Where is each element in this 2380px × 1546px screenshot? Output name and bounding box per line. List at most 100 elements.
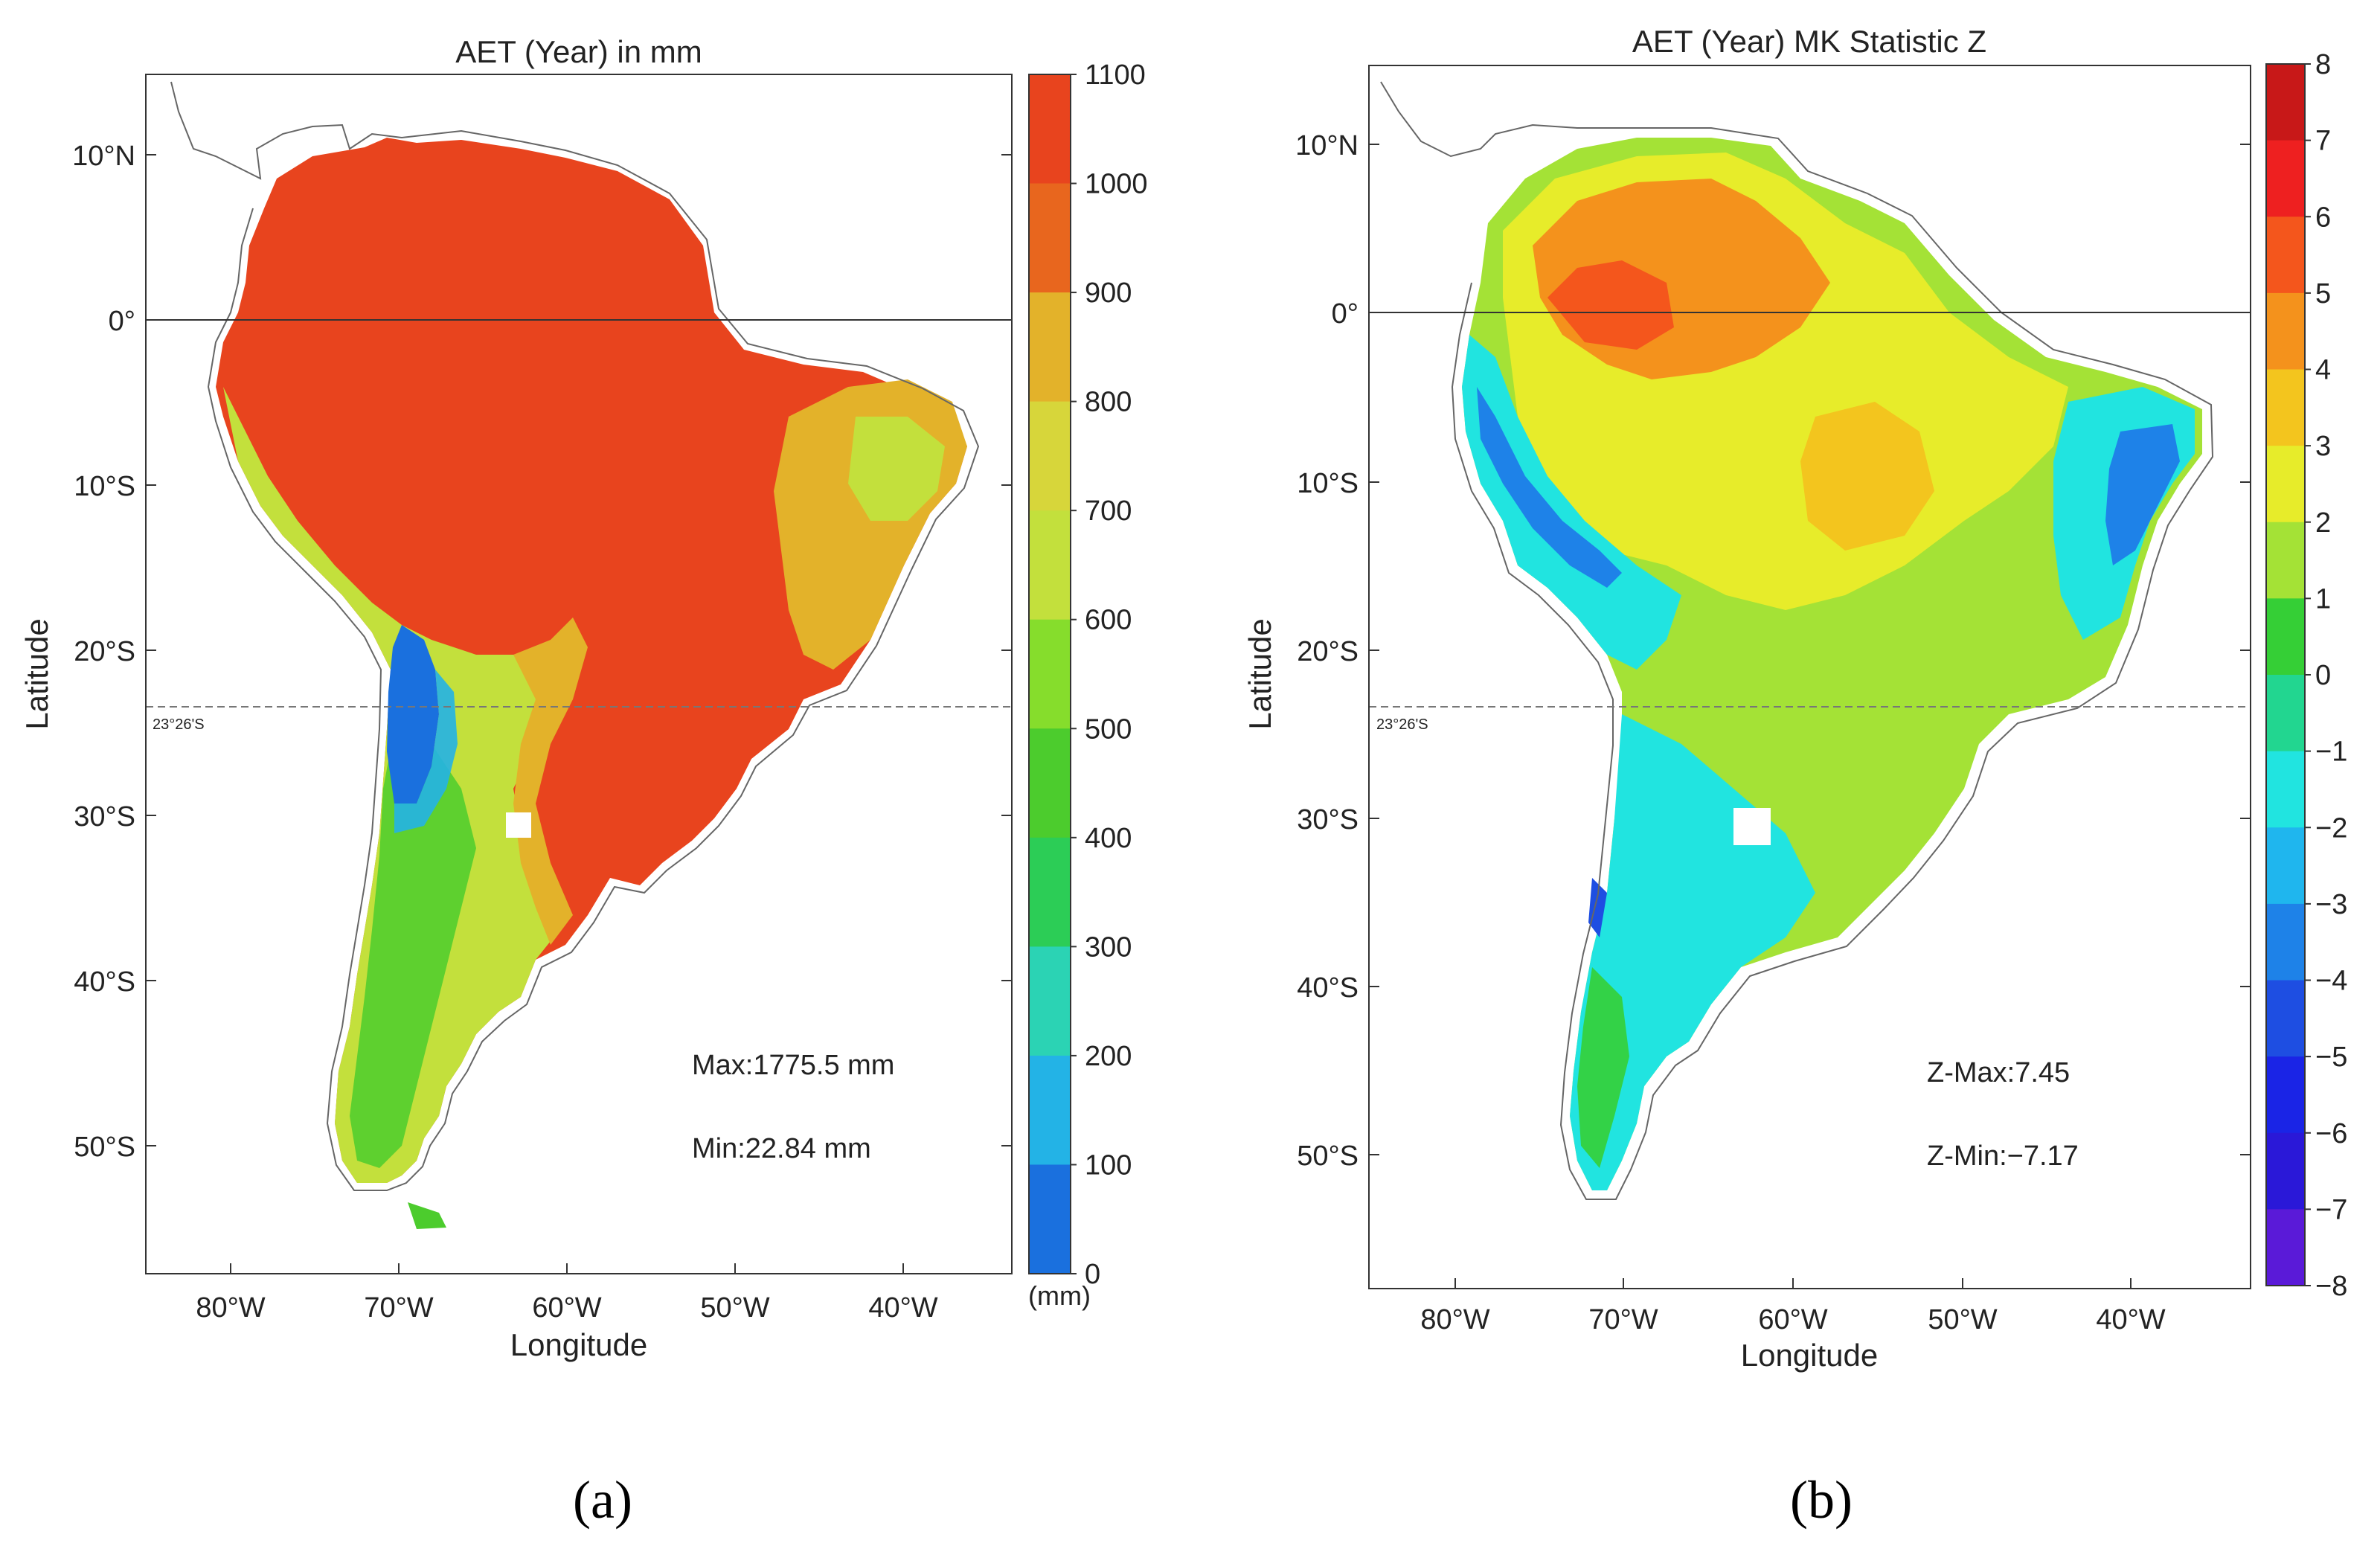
colorbar-segment [1029,1164,1071,1274]
colorbar-label: 1100 [1085,60,1146,91]
colorbar-label: 500 [1085,713,1132,745]
panel-a-y-tick: 20°S [74,636,135,667]
panel-a-atacama-halo [394,670,458,833]
colorbar-label: −6 [2315,1118,2347,1149]
colorbar-segment [2266,446,2305,523]
panel-a-green-south [350,729,476,1168]
colorbar-label: 0 [2315,660,2331,691]
panel-a-map [216,138,967,1229]
panel-b-orange-center [1800,402,1934,551]
panel-a-x-tick: 50°W [700,1292,769,1324]
panel-b-y-tick: 10°N [1295,130,1359,161]
panel-a-y-tick: 10°N [72,141,135,172]
panel-b-missing-cell [1733,808,1771,845]
colorbar-segment [1029,837,1071,947]
panel-b-xlabel: Longitude [1741,1338,1879,1373]
colorbar-label: 200 [1085,1041,1132,1072]
panel-b-south-green [1577,967,1629,1168]
panel-a-y-tick: 40°S [74,966,135,998]
panel-b-y-tick: 0° [1332,298,1359,330]
panel-a-caption: (a) [573,1470,632,1530]
colorbar-segment [1029,183,1071,293]
panel-a-ne-brazil-core [848,417,945,521]
panel-a-orange-edge [513,618,588,945]
panel-b-x-tick: 70°W [1588,1304,1658,1335]
panel-a-axes [145,74,1013,1274]
colorbar-label: 400 [1085,823,1132,854]
panel-a-y-ticks: 10°N 0° 10°S 20°S 30°S 40°S 50°S [72,141,1012,1163]
colorbar-label: 0 [1085,1259,1100,1290]
colorbar-label: −5 [2315,1042,2347,1073]
panel-a-tierra [408,1202,446,1229]
colorbar-segment [2266,1132,2305,1210]
colorbar-label: 2 [2315,507,2331,539]
panel-b-coastline [1380,81,2214,1200]
panel-b-south-blue [1588,878,1607,937]
colorbar-label: 1000 [1085,169,1148,200]
colorbar-segment [2266,827,2305,905]
colorbar-segment [2266,369,2305,446]
colorbar-label: −1 [2315,737,2347,768]
colorbar-segment [1029,619,1071,729]
panel-b-amazon-red [1547,260,1674,350]
colorbar-label: 7 [2315,126,2331,157]
panel-a-colorbar [1029,74,1071,1274]
colorbar-segment [2266,216,2305,294]
colorbar-label: 1 [2315,583,2331,615]
panel-a: AET (Year) in mm 23°26'S [19,34,1148,1530]
colorbar-segment [2266,903,2305,981]
panel-a-y-tick: 50°S [74,1132,135,1163]
panel-a-colorbar-unit: (mm) [1028,1280,1091,1311]
panel-b-tropic-label: 23°26'S [1376,716,1428,733]
panel-a-x-tick: 70°W [364,1292,433,1324]
panel-a-title: AET (Year) in mm [455,34,702,69]
colorbar-label: −3 [2315,889,2347,920]
colorbar-segment [1029,74,1071,185]
panel-b-stat-min: Z-Min:−7.17 [1927,1141,2079,1172]
panel-b-x-tick: 60°W [1758,1304,1827,1335]
colorbar-segment [1029,728,1071,838]
panel-a-stat-max: Max:1775.5 mm [692,1050,894,1081]
colorbar-label: 3 [2315,431,2331,462]
panel-b-y-tick: 30°S [1297,804,1359,835]
colorbar-segment [2266,140,2305,217]
colorbar-segment [1029,292,1071,402]
panel-b-y-tick: 50°S [1297,1141,1359,1172]
colorbar-label: −7 [2315,1194,2347,1225]
colorbar-segment [2266,980,2305,1057]
colorbar-segment [1029,401,1071,511]
colorbar-segment [2266,64,2305,141]
colorbar-segment [2266,751,2305,828]
panel-b-title: AET (Year) MK Statistic Z [1632,24,1986,59]
panel-b-ne-blue [2105,424,2180,565]
panel-b-x-tick: 80°W [1420,1304,1489,1335]
panel-b-x-tick: 50°W [1928,1304,1997,1335]
colorbar-label: 600 [1085,605,1132,636]
panel-a-y-tick: 0° [109,306,135,337]
panel-a-x-tick: 80°W [196,1292,265,1324]
panel-a-tropic-label: 23°26'S [153,716,205,733]
colorbar-segment [2266,522,2305,599]
colorbar-segment [1029,510,1071,620]
panel-a-y-tick: 10°S [74,471,135,502]
colorbar-label: 700 [1085,495,1132,527]
panel-b-x-tick: 40°W [2096,1304,2165,1335]
panel-b-y-ticks: 10°N 0° 10°S 20°S 30°S 40°S 50°S [1295,130,2251,1172]
panel-b: AET (Year) MK Statistic Z 23°26'S [1242,24,2347,1530]
colorbar-segment [2266,1209,2305,1286]
colorbar-label: 100 [1085,1149,1132,1181]
colorbar-label: −4 [2315,966,2347,997]
panel-a-y-tick: 30°S [74,801,135,833]
panel-a-xlabel: Longitude [510,1327,648,1362]
panel-b-caption: (b) [1790,1470,1853,1530]
panel-b-andes-cyan [1462,335,1681,670]
panel-b-colorbar [2266,64,2305,1286]
colorbar-label: 8 [2315,49,2331,80]
panel-b-y-tick: 40°S [1297,972,1359,1004]
colorbar-label: 4 [2315,355,2331,386]
colorbar-segment [1029,1055,1071,1165]
panel-b-map [1462,138,2202,1190]
panel-a-atacama [387,625,439,804]
colorbar-label: 900 [1085,278,1132,309]
